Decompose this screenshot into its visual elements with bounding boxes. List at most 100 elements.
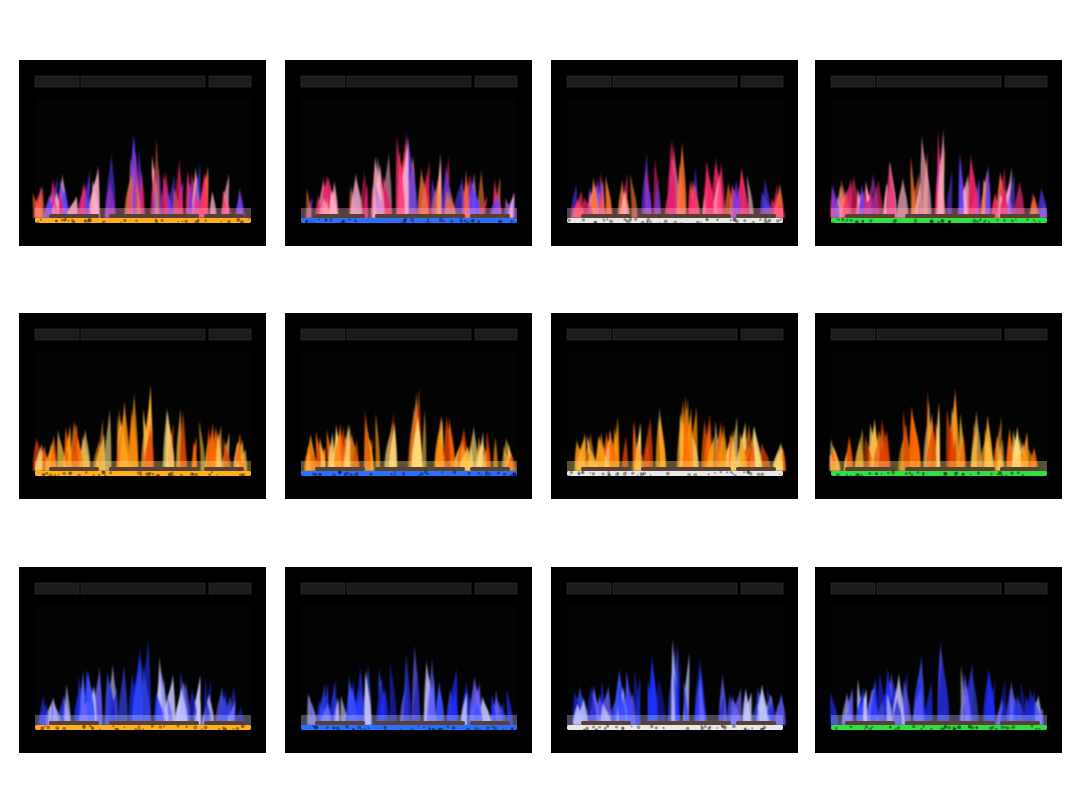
ember-bed — [301, 724, 517, 732]
flame — [683, 422, 692, 471]
flame — [699, 681, 705, 725]
flame — [997, 438, 1005, 471]
flame — [105, 152, 116, 218]
flame — [605, 175, 613, 218]
flame — [912, 421, 921, 471]
flame — [766, 686, 776, 725]
flame — [58, 189, 64, 218]
fireplace-tile-blue-amber — [19, 567, 266, 753]
flame — [952, 435, 957, 471]
flame — [654, 181, 661, 218]
flame — [991, 192, 999, 218]
flame — [468, 425, 479, 471]
flames — [570, 138, 785, 218]
flame — [52, 698, 60, 725]
flame — [600, 179, 605, 218]
flame — [919, 134, 932, 218]
flame — [897, 177, 909, 218]
flame — [970, 425, 978, 471]
flame — [49, 434, 57, 471]
logs — [49, 721, 244, 725]
flame — [120, 400, 130, 471]
fireplace-tile-multicolor-amber — [19, 60, 266, 246]
control-panel — [830, 328, 1048, 341]
flame — [87, 670, 96, 725]
ember-bed — [35, 217, 251, 225]
flame — [435, 681, 445, 725]
flame — [352, 438, 359, 471]
flames — [574, 395, 786, 471]
flame — [877, 670, 887, 725]
flame — [1034, 707, 1044, 725]
flame — [577, 698, 588, 725]
flame — [431, 178, 442, 218]
flame — [1037, 187, 1048, 218]
ember-bed — [831, 724, 1047, 732]
flame — [937, 128, 945, 218]
flame — [621, 436, 629, 471]
flame — [630, 173, 638, 218]
ember-bed — [567, 470, 783, 478]
flame — [70, 423, 79, 471]
flame — [104, 408, 112, 471]
flame — [449, 416, 456, 471]
control-panel — [300, 75, 518, 88]
flame — [320, 701, 333, 725]
flame — [329, 190, 338, 218]
flame — [576, 432, 587, 471]
flame — [751, 700, 760, 725]
logs — [845, 721, 1040, 725]
flame — [193, 190, 202, 218]
flame — [763, 176, 771, 218]
flame — [910, 172, 923, 218]
flame — [842, 178, 852, 218]
flame — [179, 164, 184, 218]
logs — [315, 721, 510, 725]
flame — [350, 173, 363, 218]
flame — [701, 419, 710, 471]
flame — [376, 156, 385, 218]
flame — [830, 691, 839, 725]
flame — [222, 189, 229, 218]
flame — [382, 176, 392, 218]
fireplace-tile-orange-blue — [285, 313, 532, 499]
flame — [363, 183, 368, 218]
flame — [846, 697, 853, 725]
flame — [238, 452, 246, 471]
flame — [155, 137, 160, 218]
flame — [181, 435, 188, 471]
flame — [855, 686, 864, 725]
flame — [309, 696, 315, 725]
flame — [689, 184, 698, 218]
ember-bed — [301, 217, 517, 225]
flame — [855, 427, 864, 471]
flame — [223, 438, 232, 471]
flame — [845, 434, 854, 471]
flame — [335, 697, 340, 725]
flame — [176, 686, 188, 725]
flame — [481, 195, 487, 218]
flame — [774, 693, 786, 725]
flame — [673, 670, 681, 725]
flame — [73, 692, 80, 725]
flame — [623, 191, 629, 218]
flame — [320, 196, 331, 218]
flame — [188, 180, 193, 218]
flame — [744, 440, 756, 471]
flame — [67, 443, 72, 471]
ember-bed — [301, 470, 517, 478]
control-panel — [830, 582, 1048, 595]
fireplace-tile-multicolor-blue — [285, 60, 532, 246]
flame — [706, 435, 715, 471]
flame — [411, 415, 423, 471]
flame — [215, 686, 223, 725]
flame — [207, 421, 215, 471]
flame — [830, 445, 838, 471]
flame — [364, 670, 372, 725]
flame — [209, 190, 217, 218]
flame — [118, 663, 128, 725]
flame — [573, 189, 585, 218]
logs — [315, 214, 510, 218]
flame — [886, 693, 893, 725]
flame — [983, 666, 996, 725]
